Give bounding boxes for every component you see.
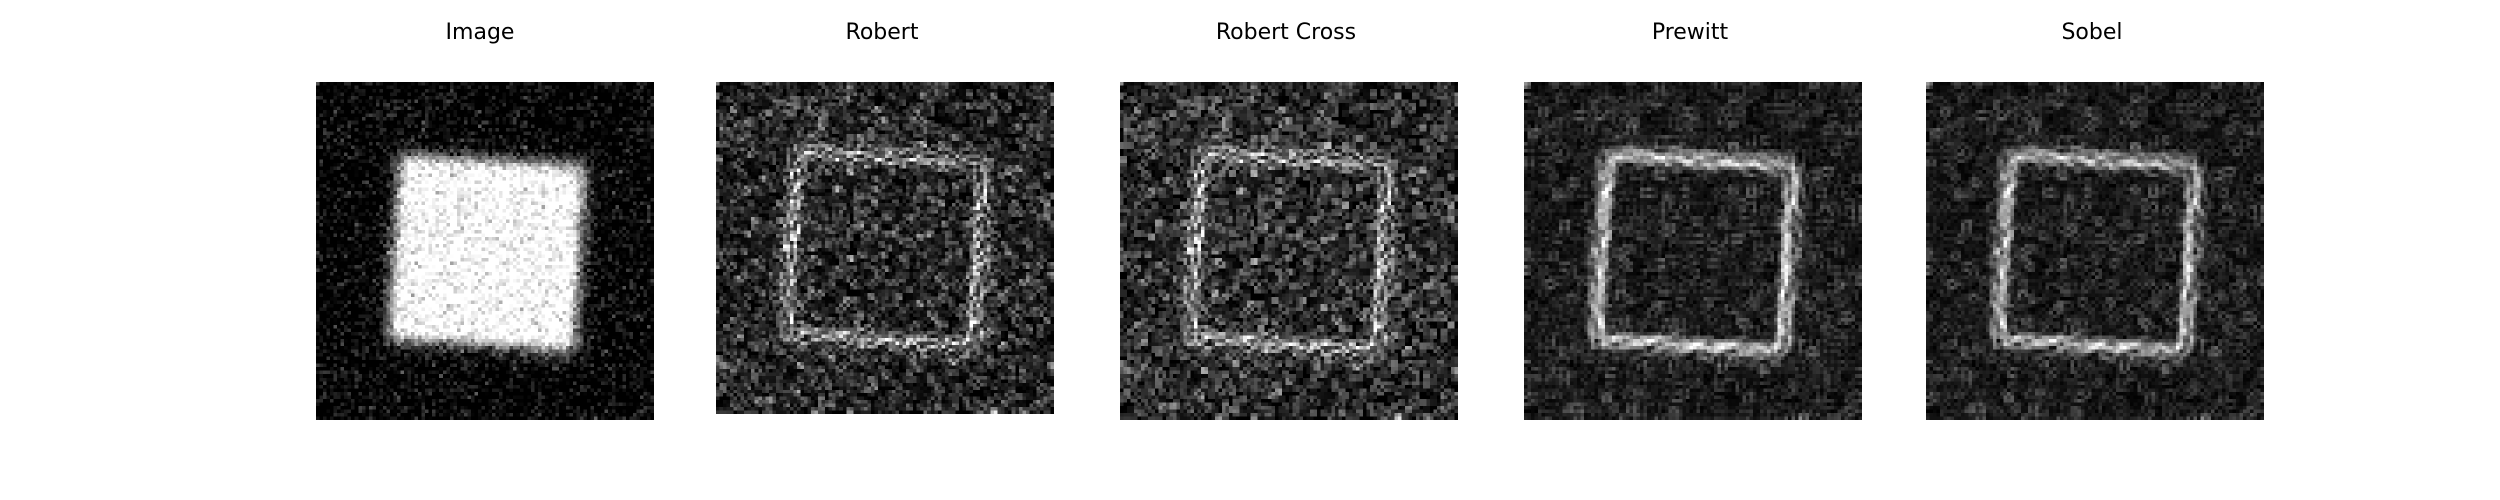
panel-image: Image [310, 0, 654, 430]
panel-sobel: Sobel [1922, 0, 2264, 430]
panel-robert-cross: Robert Cross [1116, 0, 1458, 430]
panel-title: Prewitt [1651, 20, 1729, 45]
panel-title: Robert [845, 20, 919, 45]
robert-edge-image [716, 82, 1054, 414]
panel-title: Image [445, 20, 515, 45]
sobel-edge-image [1926, 82, 2264, 420]
panel-robert: Robert [712, 0, 1054, 430]
prewitt-edge-image [1524, 82, 1862, 420]
panel-prewitt: Prewitt [1520, 0, 1862, 430]
panel-title: Sobel [2061, 20, 2123, 45]
panel-title: Robert Cross [1215, 20, 1357, 45]
robert-cross-edge-image [1120, 82, 1458, 420]
noisy-square-image [316, 82, 654, 420]
